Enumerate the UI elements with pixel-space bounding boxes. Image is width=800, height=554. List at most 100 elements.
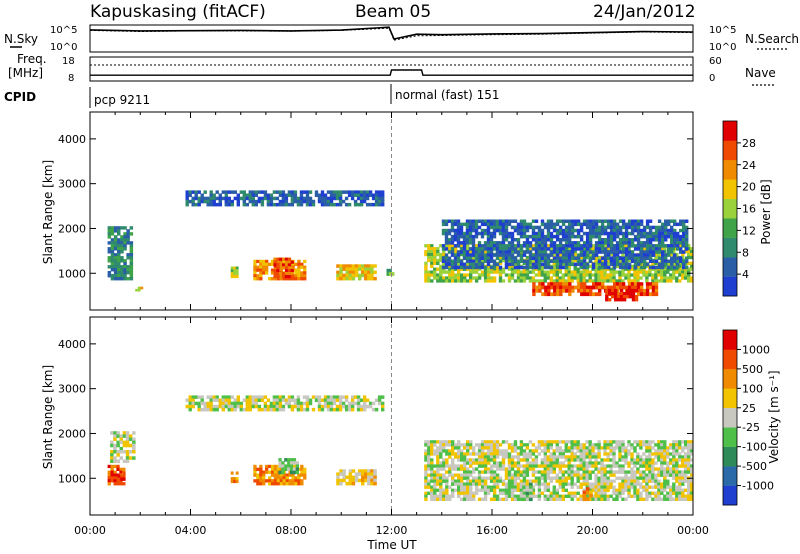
nave-ytick-bottom: 0	[709, 73, 715, 84]
time-tick-3: 12:00	[376, 524, 408, 537]
noise-panel-frame	[89, 24, 694, 53]
velocity-colorbar-swatch-8	[723, 330, 737, 350]
velocity-colorbar-label: Velocity [m s⁻¹]	[767, 370, 781, 463]
power-region-10	[532, 282, 659, 297]
power-region-0	[107, 226, 134, 281]
noise-series-nsearch	[89, 27, 694, 41]
power-colorbar-swatch-8	[723, 121, 737, 141]
velocity-colorbar-tick-3: 25	[742, 402, 756, 415]
time-tick-2: 08:00	[275, 524, 307, 537]
velocity-colorbar-tick-6: -500	[742, 460, 767, 473]
power-colorbar-swatch-5	[723, 179, 737, 199]
freq-panel-frame	[89, 56, 694, 82]
velocity-region-3	[185, 395, 385, 412]
power-colorbar-swatch-2	[723, 237, 737, 258]
velocity-region-8	[424, 440, 694, 501]
velocity-panel-axes: 4000 3000 2000 1000	[58, 317, 694, 515]
freq-ytick-top: 18	[62, 56, 75, 67]
velocity-colorbar-swatch-4	[723, 407, 737, 428]
cpid-label-first: pcp 9211	[94, 93, 150, 107]
velocity-region-10	[582, 487, 593, 502]
power-colorbar-swatch-4	[723, 198, 737, 219]
freq-unit-label: [MHz]	[8, 66, 43, 80]
velocity-colorbar-swatch-1	[723, 466, 737, 486]
power-colorbar-swatch-3	[723, 218, 737, 238]
nsky-label: N.Sky	[4, 32, 38, 46]
power-region-1	[135, 286, 144, 292]
date-title: 24/Jan/2012	[593, 2, 696, 22]
noise-lines	[89, 26, 694, 41]
power-colorbar-tick-0: 28	[742, 137, 756, 150]
power-region-5	[273, 257, 294, 279]
velocity-region-6	[278, 458, 299, 475]
velocity-region-2	[117, 471, 126, 481]
power-colorbar-swatch-6	[723, 159, 737, 180]
power-region-11	[605, 288, 639, 302]
power-region-2	[185, 190, 385, 207]
power-colorbar-tick-4: 12	[742, 224, 756, 237]
velocity-ytick-2: 2000	[58, 427, 86, 440]
cpid-label: CPID	[4, 90, 36, 104]
velocity-panel-cells	[107, 317, 694, 515]
nsearch-label: N.Search	[745, 32, 799, 46]
power-ytick-2: 2000	[58, 222, 86, 235]
velocity-colorbar-tick-7: -1000	[742, 480, 774, 493]
velocity-ylabel: Slant Range [km]	[41, 365, 55, 469]
power-region-4	[253, 259, 307, 281]
velocity-ytick-3: 1000	[58, 472, 86, 485]
power-ylabel: Slant Range [km]	[41, 160, 55, 264]
nave-label: Nave	[745, 66, 776, 80]
freq-series	[90, 69, 693, 76]
velocity-colorbar-swatch-6	[723, 368, 737, 389]
power-colorbar-tick-1: 24	[742, 159, 756, 172]
time-tick-6: 00:00	[677, 524, 709, 537]
noise-ytick-bottom: 10^0	[50, 42, 77, 53]
power-colorbar-tick-2: 20	[742, 181, 756, 194]
power-colorbar-label: Power [dB]	[759, 179, 773, 244]
velocity-colorbar-tick-5: -100	[742, 441, 767, 454]
power-colorbar-tick-6: 4	[742, 268, 749, 281]
power-panel-cells	[107, 112, 694, 310]
velocity-colorbar-swatch-0	[723, 485, 737, 506]
power-region-3	[230, 266, 239, 279]
time-axis-label: Time UT	[366, 538, 417, 552]
velocity-colorbar-tick-1: 500	[742, 363, 763, 376]
freq-lines	[90, 64, 693, 76]
velocity-region-7	[336, 469, 377, 486]
time-tick-4: 16:00	[476, 524, 508, 537]
velocity-region-9	[522, 482, 533, 502]
time-axis: 00:00 04:00 08:00 12:00 16:00 20:00 00:00	[74, 524, 709, 537]
velocity-colorbar: 1000 500 100 25 -25 -100 -500 -1000	[722, 329, 774, 506]
power-colorbar-swatch-7	[723, 140, 737, 161]
time-tick-0: 00:00	[74, 524, 106, 537]
power-ytick-1: 3000	[58, 178, 86, 191]
noise-ytick-right-top: 10^5	[709, 25, 736, 36]
power-region-9	[441, 219, 689, 270]
velocity-colorbar-tick-2: 100	[742, 382, 763, 395]
cpid-label-second: normal (fast) 151	[395, 88, 499, 102]
time-tick-1: 04:00	[175, 524, 207, 537]
velocity-colorbar-swatch-7	[723, 349, 737, 370]
velocity-colorbar-tick-0: 1000	[742, 343, 770, 356]
power-colorbar-swatch-1	[723, 257, 737, 277]
freq-label: Freq.	[17, 52, 47, 66]
power-panel-axes: 4000 3000 2000 1000	[58, 112, 694, 310]
velocity-colorbar-swatch-3	[723, 427, 737, 447]
velocity-colorbar-swatch-5	[723, 388, 737, 408]
velocity-region-1	[110, 431, 136, 463]
power-colorbar: 28 24 20 16 12 8 4	[722, 120, 756, 297]
velocity-region-4	[230, 471, 239, 484]
velocity-colorbar-swatch-2	[723, 446, 737, 467]
power-region-7	[386, 268, 395, 276]
power-colorbar-tick-5: 8	[742, 246, 749, 259]
nave-ytick-top: 60	[709, 56, 722, 67]
noise-ytick-right-bottom: 10^0	[709, 42, 736, 53]
power-colorbar-tick-3: 16	[742, 203, 756, 216]
power-ytick-3: 1000	[58, 267, 86, 280]
time-tick-5: 20:00	[577, 524, 609, 537]
velocity-colorbar-tick-4: -25	[742, 421, 760, 434]
beam-title: Beam 05	[355, 2, 431, 22]
velocity-ytick-1: 3000	[58, 383, 86, 396]
station-title: Kapuskasing (fitACF)	[90, 2, 266, 22]
